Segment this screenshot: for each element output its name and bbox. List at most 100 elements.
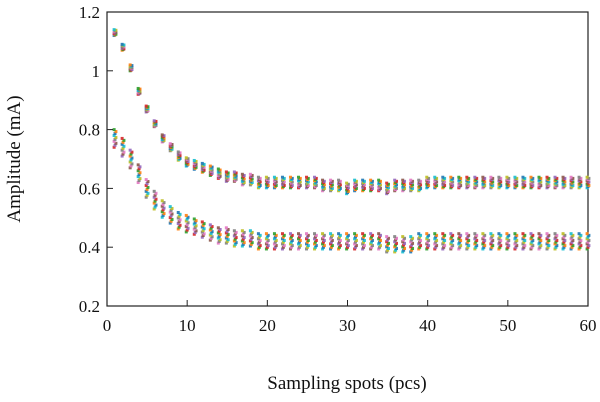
data-point: [562, 240, 566, 244]
data-point: [539, 176, 543, 180]
data-point: [403, 247, 407, 251]
data-point: [329, 237, 333, 241]
data-point: [562, 235, 566, 239]
data-point: [313, 242, 317, 246]
data-point: [337, 245, 341, 249]
data-point: [113, 132, 117, 136]
data-point: [378, 179, 382, 183]
data-point: [561, 175, 565, 179]
data-point: [531, 176, 535, 180]
data-point: [569, 247, 573, 251]
data-point: [122, 43, 126, 47]
data-point: [538, 245, 542, 249]
data-point: [154, 119, 158, 123]
data-point: [201, 228, 205, 232]
data-point: [192, 227, 196, 231]
data-point: [346, 182, 350, 186]
data-point: [346, 189, 350, 193]
data-point: [282, 238, 286, 242]
data-point: [546, 240, 550, 244]
data-point: [554, 240, 558, 244]
data-point: [224, 170, 228, 174]
data-point: [427, 238, 431, 242]
data-point: [178, 212, 182, 216]
data-point: [515, 180, 519, 184]
data-point: [521, 237, 525, 241]
data-point: [361, 247, 365, 251]
data-point: [459, 238, 463, 242]
data-point: [361, 178, 365, 182]
data-point: [459, 183, 463, 187]
data-point: [489, 237, 493, 241]
data-point: [256, 242, 260, 246]
data-point: [210, 230, 214, 234]
data-point: [571, 238, 575, 242]
data-point: [305, 240, 309, 244]
data-point: [160, 215, 164, 219]
data-point: [537, 247, 541, 251]
data-point: [443, 180, 447, 184]
data-point: [152, 207, 156, 211]
data-point: [481, 175, 485, 179]
data-point: [547, 233, 551, 237]
data-point: [337, 178, 341, 182]
data-point: [587, 176, 591, 180]
data-point: [250, 181, 254, 185]
data-point: [449, 247, 453, 251]
data-point: [298, 244, 302, 248]
data-point: [497, 247, 501, 251]
data-point: [200, 225, 204, 229]
data-point: [184, 156, 188, 160]
data-point: [120, 42, 124, 46]
data-point: [370, 238, 374, 242]
data-point: [234, 236, 238, 240]
data-point: [130, 162, 134, 166]
data-point: [441, 247, 445, 251]
data-point: [209, 226, 213, 230]
data-point: [170, 143, 174, 146]
data-point: [521, 247, 525, 251]
data-point: [306, 233, 310, 237]
data-point: [505, 232, 509, 236]
data-point: [539, 233, 543, 237]
data-point: [442, 240, 446, 244]
data-point: [443, 176, 447, 180]
data-point: [529, 232, 533, 236]
data-point: [346, 244, 350, 248]
data-point: [170, 217, 174, 221]
data-point: [473, 242, 477, 246]
data-point: [522, 235, 526, 239]
data-point: [513, 247, 517, 251]
data-point: [427, 176, 431, 180]
y-tick-label: 1: [92, 62, 101, 81]
data-point: [176, 211, 180, 215]
data-point: [441, 237, 445, 241]
data-point: [459, 233, 463, 237]
data-point: [176, 216, 180, 220]
data-point: [403, 179, 407, 183]
data-point: [361, 237, 365, 241]
data-point: [120, 148, 124, 152]
data-point: [241, 242, 245, 246]
data-point: [515, 244, 519, 248]
data-point: [425, 247, 429, 251]
data-point: [378, 245, 382, 249]
data-point: [386, 243, 390, 247]
data-point: [451, 233, 455, 237]
data-point: [579, 233, 583, 237]
data-point: [242, 173, 246, 177]
data-point: [411, 236, 415, 240]
data-point: [457, 232, 461, 236]
data-point: [258, 238, 262, 242]
data-point: [154, 197, 158, 201]
data-point: [202, 168, 206, 172]
data-point: [200, 230, 204, 234]
data-point: [417, 237, 421, 241]
data-point: [266, 238, 270, 242]
data-point: [128, 148, 132, 152]
data-point: [234, 171, 238, 175]
data-point: [345, 247, 349, 251]
data-point: [378, 238, 382, 242]
data-point: [499, 180, 503, 184]
data-point: [226, 227, 230, 231]
